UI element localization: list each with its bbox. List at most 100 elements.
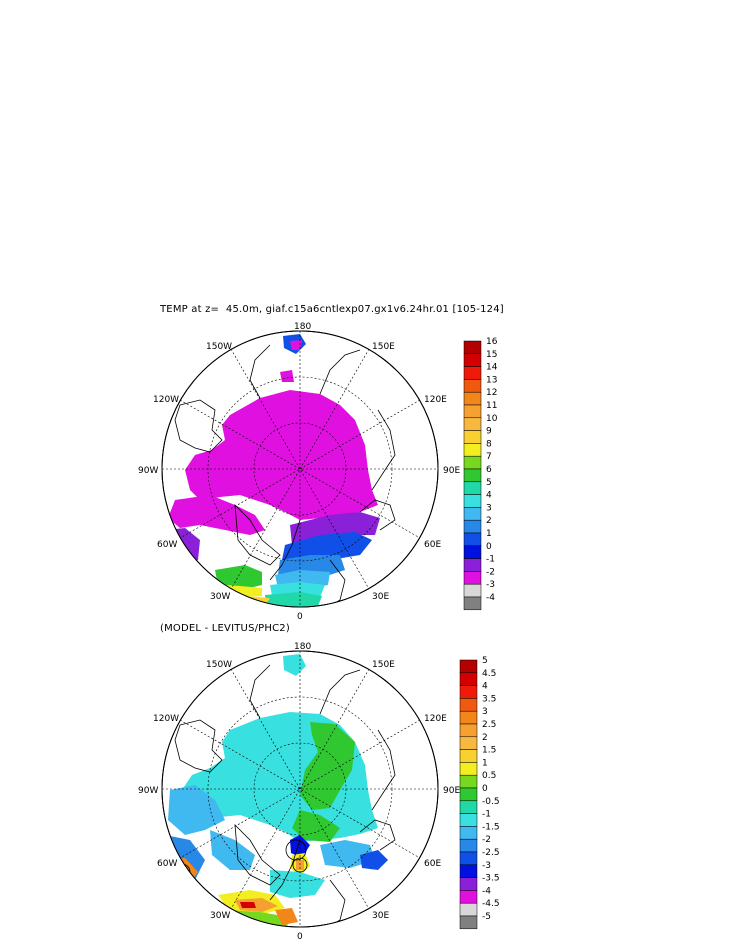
top-label-150w: 150W [206,342,232,352]
bottom-colorbar-swatch [459,774,478,789]
bottom-colorbar-swatch [459,915,478,930]
top-colorbar-swatch [463,558,482,572]
top-colorbar-swatch [463,443,482,457]
bottom-colorbar-swatch [459,838,478,853]
top-colorbar-level-label: -4 [486,593,495,603]
top-colorbar-swatch [463,340,482,355]
top-colorbar-level-label: 15 [486,350,497,360]
top-colorbar-swatch [463,468,482,483]
top-label-30e: 30E [372,592,389,602]
top-colorbar-level-label: 3 [486,503,492,513]
top-colorbar-level-label: 12 [486,388,497,398]
top-colorbar-swatch [463,481,482,495]
top-hudson-field [168,495,265,535]
bottom-map: 180 150W 150E 120W 120E 90W 90E 60W 60E … [138,642,460,942]
top-label-90w: 90W [138,466,158,476]
bottom-colorbar-swatch [459,698,478,712]
top-colorbar-swatch [463,583,482,598]
top-colorbar-level-label: 4 [486,491,492,501]
top-colorbar-level-label: 1 [486,529,492,539]
bottom-colorbar-level-label: -3 [482,861,491,871]
top-colorbar-level-label: 11 [486,401,497,411]
bottom-colorbar-level-label: 3 [482,707,488,717]
top-colorbar-level-label: 5 [486,478,492,488]
top-colorbar-swatch [463,532,482,547]
bottom-colorbar-swatch [459,826,478,840]
bottom-colorbar-level-label: -1 [482,810,491,820]
top-colorbar-level-label: 0 [486,542,492,552]
bottom-colorbar-swatch [459,890,478,904]
bottom-label-90w: 90W [138,786,158,796]
bottom-colorbar-level-label: 4 [482,682,488,692]
top-colorbar-swatch [463,507,482,521]
bottom-colorbar-swatch [459,749,478,763]
bottom-atlantic-orange2 [275,908,298,925]
bottom-colorbar-level-label: -1.5 [482,822,500,832]
top-colorbar-swatch [463,379,482,393]
bottom-colorbar-level-label: -0.5 [482,797,500,807]
top-atlantic-green [215,565,262,590]
top-graticule [162,331,438,607]
bottom-colorbar-swatch [459,787,478,802]
bottom-nordic-cyan [270,870,325,898]
top-nordic-teal [265,592,322,607]
bottom-colorbar-swatch [459,685,478,699]
top-label-120e: 120E [424,395,447,405]
top-colorbar-swatch [463,366,482,380]
bottom-colorbar-level-label: -2 [482,835,491,845]
top-colorbar-swatch [463,455,482,470]
bottom-colorbar-level-label: -4.5 [482,899,500,909]
top-label-90e: 90E [443,466,460,476]
top-colorbar-level-label: -3 [486,580,495,590]
bottom-label-120e: 120E [424,714,447,724]
bottom-label-30e: 30E [372,911,389,921]
bottom-label-0: 0 [297,932,303,942]
top-label-150e: 150E [372,342,395,352]
bottom-colorbar: 5 4.5 4 3.5 3 2.5 2 1.5 1 0.5 0 -0.5 -1 -1.5 -2 -2.5 -3 -… [459,656,500,930]
bottom-colorbar-level-label: 2 [482,733,488,743]
bottom-label-30w: 30W [210,911,230,921]
bottom-colorbar-swatch [459,813,478,827]
top-colorbar-swatch [463,404,482,419]
bottom-gulfstream-red [240,902,256,908]
bottom-spitsbergen-blue [290,835,310,858]
bottom-colorbar-level-label: -3.5 [482,874,500,884]
top-colorbar-swatch [463,353,482,367]
top-colorbar-swatch [463,391,482,406]
top-colorbar-level-label: 10 [486,414,498,424]
top-arctic-field [185,390,378,520]
top-kara-field [280,370,294,382]
top-colorbar-swatch [463,545,482,559]
bottom-label-150e: 150E [372,660,395,670]
bottom-baffin-blue [210,830,255,870]
bottom-colorbar-level-label: 0 [482,784,488,794]
top-colorbar-level-label: 6 [486,465,492,475]
top-colorbar-level-label: -1 [486,555,495,565]
top-label-60e: 60E [424,540,441,550]
bottom-label-90e: 90E [443,786,460,796]
top-colorbar-swatch [463,417,482,431]
bottom-eurasian-green [300,722,355,810]
bottom-colorbar-swatch [459,723,478,738]
bottom-colorbar-level-label: 3.5 [482,694,496,704]
bottom-colorbar-swatch [459,659,478,674]
top-colorbar-level-label: -2 [486,567,495,577]
bottom-panel-title: (MODEL - LEVITUS/PHC2) [160,623,290,634]
top-colorbar-level-label: 2 [486,516,492,526]
bottom-green-2 [292,810,340,842]
top-colorbar-swatch [463,430,482,444]
bottom-colorbar-level-label: 0.5 [482,771,496,781]
bottom-colorbar-level-label: 1 [482,758,488,768]
top-colorbar-level-label: 16 [486,337,498,347]
bottom-colorbar-swatch [459,864,478,878]
top-label-0: 0 [297,612,303,622]
bottom-colorbar-swatch [459,736,478,750]
top-colorbar-level-label: 7 [486,452,492,462]
bottom-colorbar-level-label: 1.5 [482,746,496,756]
bottom-colorbar-swatch [459,851,478,866]
bottom-label-150w: 150W [206,660,232,670]
bottom-colorbar-swatch [459,672,478,686]
top-colorbar-level-label: 8 [486,439,492,449]
